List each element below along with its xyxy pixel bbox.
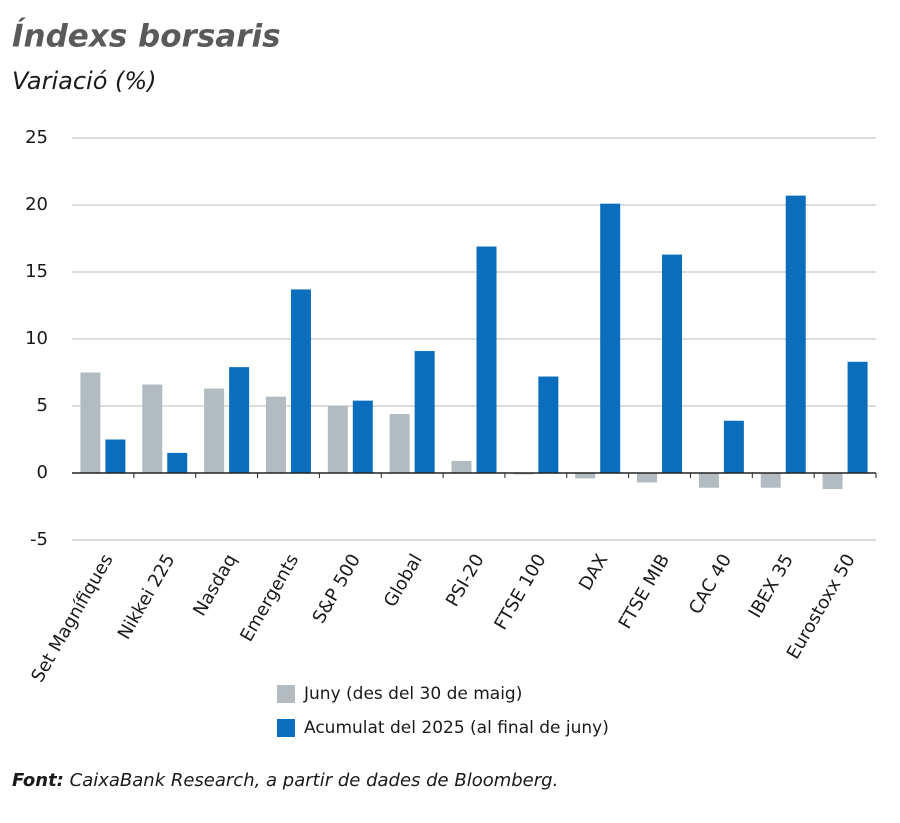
chart-title: Índexs borsaris <box>12 19 281 55</box>
x-tick-label: S&P 500 <box>309 551 365 628</box>
bar <box>698 473 719 488</box>
y-tick-label: 0 <box>37 462 48 483</box>
x-tick-label: Global <box>380 551 427 611</box>
bar <box>229 367 250 473</box>
y-tick-label: -5 <box>30 529 48 550</box>
bar <box>847 361 868 473</box>
legend-swatch <box>277 685 295 703</box>
bar <box>760 473 781 488</box>
bar <box>142 384 163 473</box>
bar <box>352 400 373 473</box>
x-tick-label: Eurostoxx 50 <box>783 551 860 663</box>
bar <box>662 254 683 473</box>
bar <box>414 351 435 473</box>
source: Font: CaixaBank Research, a partir de da… <box>12 770 558 791</box>
bar <box>389 414 410 473</box>
y-tick-label: 20 <box>25 194 48 215</box>
x-tick-label: Nasdaq <box>189 551 241 620</box>
bar <box>290 289 311 473</box>
legend-label: Acumulat del 2025 (al final de juny) <box>304 718 609 738</box>
legend-swatch <box>277 719 295 737</box>
bar <box>575 473 596 479</box>
x-tick-label: Nikkei 225 <box>114 551 180 644</box>
y-tick-label: 5 <box>37 395 48 416</box>
y-tick-label: 15 <box>25 261 48 282</box>
x-tick-label: CAC 40 <box>685 551 736 618</box>
x-tick-label: IBEX 35 <box>745 551 798 622</box>
legend-label: Juny (des del 30 de maig) <box>303 684 522 704</box>
bar <box>723 420 744 473</box>
bar <box>204 388 225 473</box>
y-tick-label: 25 <box>25 127 48 148</box>
bar <box>637 473 658 483</box>
bar <box>327 406 348 473</box>
bar <box>265 396 286 473</box>
bar <box>785 195 806 473</box>
bar <box>538 376 559 473</box>
bar <box>476 246 497 473</box>
x-tick-label: PSI-20 <box>442 551 489 611</box>
source-label: Font: <box>12 770 64 791</box>
x-tick-label: Set Magnífiques <box>27 551 117 686</box>
source-text: CaixaBank Research, a partir de dades de… <box>70 770 559 791</box>
bar <box>80 372 101 473</box>
x-tick-label: Emergents <box>236 551 303 646</box>
bar <box>822 473 843 490</box>
bar <box>600 203 621 473</box>
y-tick-label: 10 <box>25 328 48 349</box>
bar <box>167 452 188 473</box>
x-tick-label: DAX <box>575 551 612 595</box>
bar <box>451 460 472 473</box>
x-tick-label: FTSE MIB <box>615 551 675 633</box>
x-tick-label: FTSE 100 <box>490 551 550 634</box>
chart-subtitle: Variació (%) <box>12 67 157 95</box>
bar <box>105 439 126 473</box>
